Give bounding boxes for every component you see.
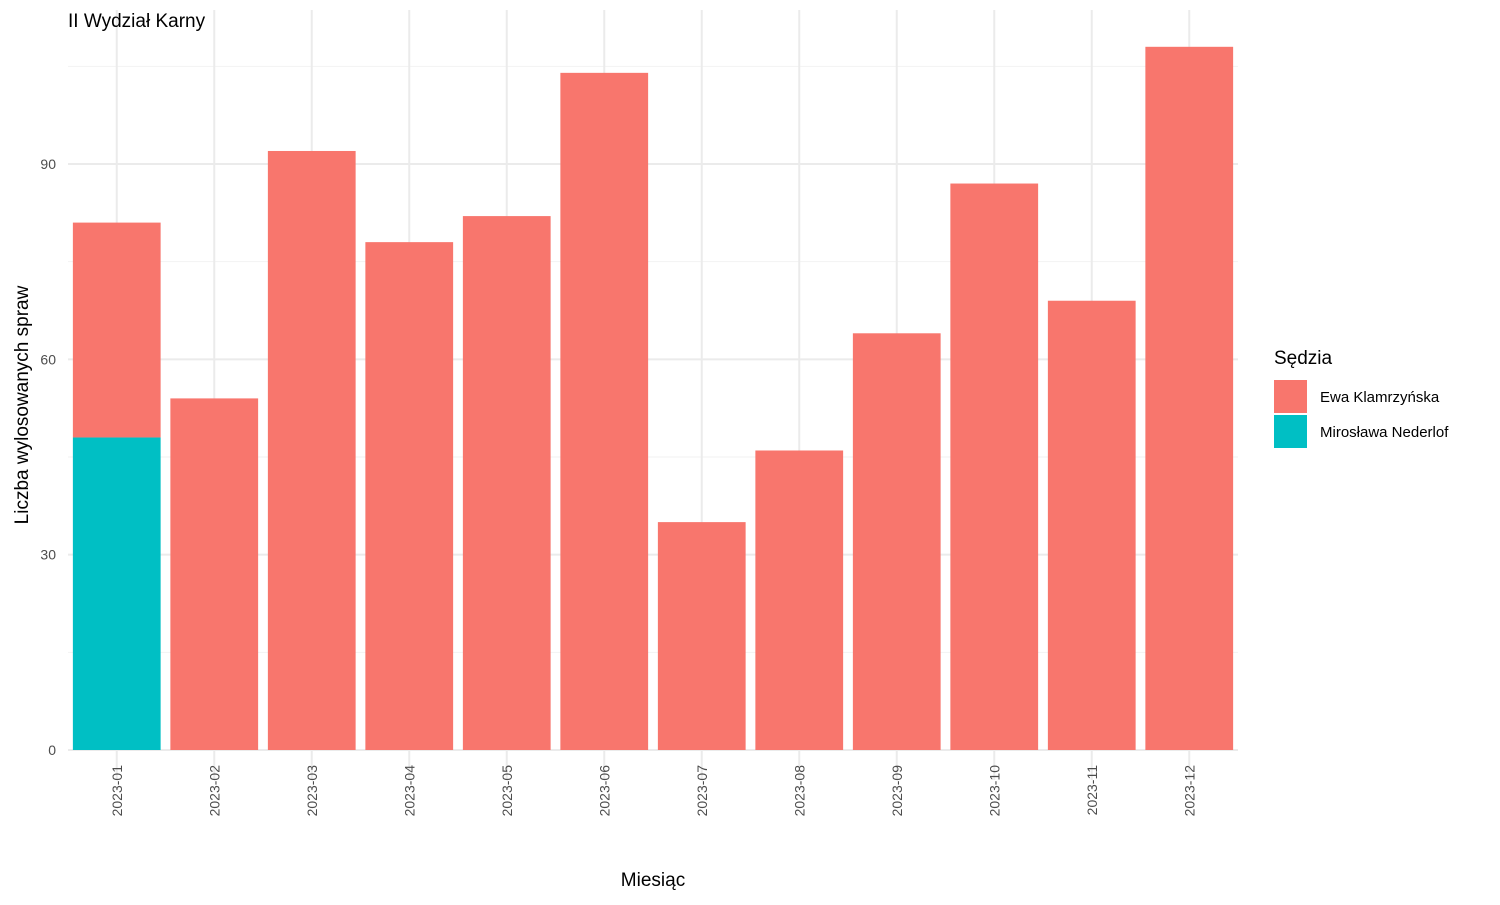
legend-entries: Ewa Klamrzyńska Mirosława Nederlof	[1274, 380, 1449, 448]
chart-title: II Wydział Karny	[68, 11, 206, 32]
legend-label: Mirosława Nederlof	[1320, 424, 1449, 441]
bar-2023-06-ewa-klamrzyńska	[560, 72, 649, 751]
x-tick-label: 2023-05	[499, 765, 515, 817]
x-tick-label: 2023-01	[109, 765, 125, 817]
bar-2023-01-ewa-klamrzyńska	[72, 222, 161, 438]
legend-label: Ewa Klamrzyńska	[1320, 389, 1440, 406]
x-tick-label: 2023-08	[791, 765, 807, 817]
bar-2023-08-ewa-klamrzyńska	[755, 450, 844, 750]
x-tick-label: 2023-07	[694, 765, 710, 817]
bar-2023-10-ewa-klamrzyńska	[950, 183, 1039, 751]
x-tick-label: 2023-09	[889, 765, 905, 817]
x-tick-label: 2023-10	[986, 765, 1002, 817]
bar-2023-07-ewa-klamrzyńska	[657, 522, 746, 750]
bar-2023-09-ewa-klamrzyńska	[852, 333, 941, 750]
legend: Sędzia Ewa Klamrzyńska Mirosława Nederlof	[1274, 348, 1449, 448]
legend-swatch	[1274, 415, 1307, 448]
bar-2023-05-ewa-klamrzyńska	[462, 216, 551, 751]
bar-2023-03-ewa-klamrzyńska	[267, 150, 356, 750]
x-tick-label: 2023-06	[596, 765, 612, 817]
bar-2023-11-ewa-klamrzyńska	[1047, 300, 1136, 750]
x-tick-label: 2023-04	[401, 765, 417, 817]
y-axis-ticks: 0 30 60 90	[40, 156, 56, 758]
bar-2023-02-ewa-klamrzyńska	[170, 398, 259, 750]
x-tick-label: 2023-12	[1181, 765, 1197, 817]
bar-2023-01-mirosława-nederlof	[72, 437, 161, 750]
y-tick-label: 90	[40, 156, 56, 172]
bar-2023-04-ewa-klamrzyńska	[365, 242, 454, 750]
y-tick-label: 60	[40, 351, 56, 367]
legend-swatch	[1274, 380, 1307, 413]
y-tick-label: 0	[48, 742, 56, 758]
y-axis-title: Liczba wylosowanych spraw	[12, 285, 33, 524]
x-axis-title: Miesiąc	[621, 870, 685, 891]
x-tick-label: 2023-02	[206, 765, 222, 817]
bar-2023-12-ewa-klamrzyńska	[1145, 46, 1234, 751]
legend-title: Sędzia	[1274, 348, 1333, 369]
bars-layer	[72, 46, 1234, 751]
y-tick-label: 30	[40, 547, 56, 563]
x-tick-label: 2023-03	[304, 765, 320, 817]
x-tick-label: 2023-11	[1084, 765, 1100, 816]
x-axis-ticks: 2023-01 2023-02 2023-03 2023-04 2023-05 2023-…	[109, 765, 1198, 817]
